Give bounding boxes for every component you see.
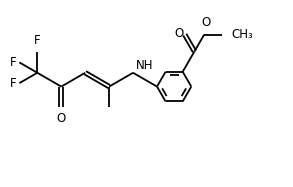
Text: CH₃: CH₃: [232, 28, 253, 41]
Text: F: F: [34, 34, 41, 47]
Text: F: F: [10, 77, 17, 90]
Text: NH: NH: [136, 59, 154, 72]
Text: O: O: [202, 16, 211, 29]
Text: O: O: [57, 112, 66, 125]
Text: O: O: [174, 27, 183, 40]
Text: F: F: [10, 56, 17, 69]
